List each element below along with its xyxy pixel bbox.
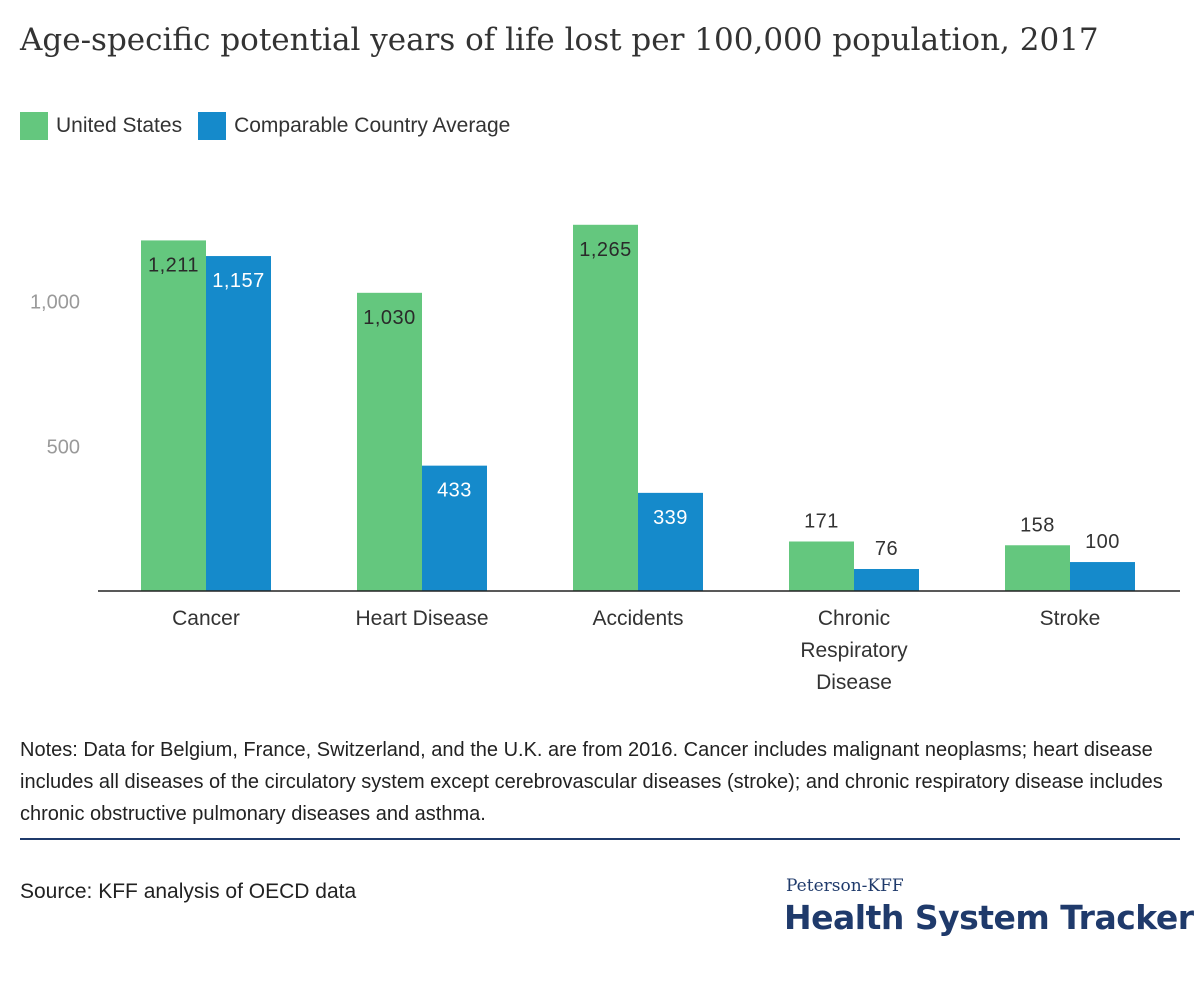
bar-comparable-average (422, 465, 487, 591)
data-label: 1,265 (579, 239, 632, 261)
x-tick-label: Cancer (172, 607, 240, 630)
brand-logo-small: Peterson-KFF (786, 876, 904, 896)
data-label: 339 (653, 507, 688, 529)
data-label: 100 (1085, 531, 1120, 553)
x-tick-label: Respiratory (800, 639, 908, 662)
source: Source: KFF analysis of OECD data (20, 880, 357, 903)
x-tick-label: Accidents (592, 607, 683, 630)
y-tick-label: 1,000 (30, 292, 80, 314)
legend: United States Comparable Country Average (20, 112, 526, 140)
y-tick-label: 500 (47, 436, 80, 458)
legend-swatch-united-states (20, 112, 48, 140)
bar-comparable-average (206, 256, 271, 591)
bar-united-states (1005, 545, 1070, 591)
bar-united-states (789, 541, 854, 591)
bar-chart: 500 1,000 1,211 1,157 Cancer 1,030 433 Heart Di… (30, 224, 1180, 694)
bar-united-states (141, 240, 206, 591)
legend-swatch-comparable-country-average (198, 112, 227, 140)
legend-item-united-states: United States (20, 112, 182, 140)
legend-label-united-states: United States (56, 114, 183, 137)
x-tick-label: Stroke (1040, 607, 1101, 630)
data-label: 76 (875, 538, 898, 560)
chart-title: Age-specific potential years of life los… (20, 22, 1099, 58)
bar-united-states (357, 292, 422, 591)
bar-comparable-average (638, 492, 703, 591)
bar-comparable-average (854, 568, 919, 591)
x-tick-label: Disease (816, 671, 892, 694)
bar-comparable-average (1070, 562, 1135, 591)
x-tick-label: Heart Disease (355, 607, 488, 630)
data-label: 1,211 (148, 254, 199, 276)
legend-label-comparable-country-average: Comparable Country Average (234, 114, 511, 137)
data-label: 1,030 (363, 307, 416, 329)
x-tick-label: Chronic (818, 607, 890, 630)
data-label: 158 (1020, 514, 1055, 536)
notes: Notes: Data for Belgium, France, Switzer… (20, 739, 1163, 825)
footer-divider (20, 838, 1180, 840)
bar-united-states (573, 224, 638, 591)
brand-logo-big: Health System Tracker (784, 898, 1194, 937)
data-label: 171 (804, 510, 839, 532)
data-label: 433 (437, 480, 472, 502)
legend-item-comparable-country-average: Comparable Country Average (198, 112, 510, 140)
data-label: 1,157 (212, 270, 265, 292)
